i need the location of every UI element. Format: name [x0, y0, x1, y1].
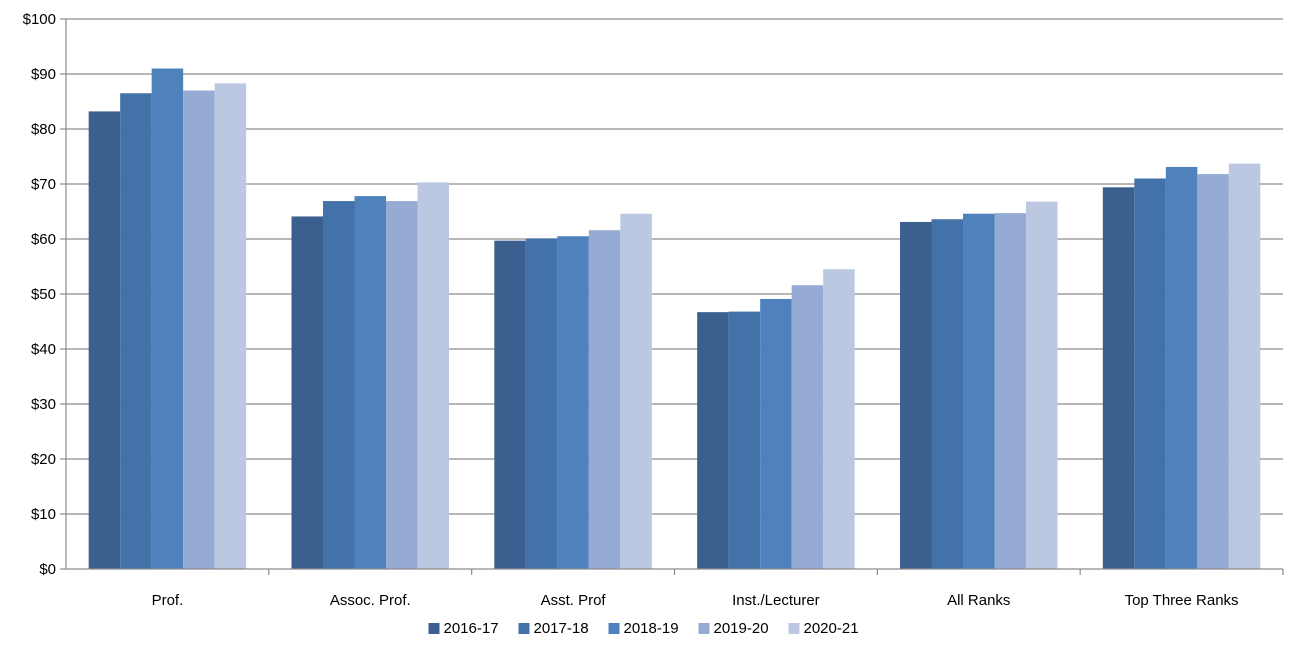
legend-swatch [428, 623, 440, 634]
bar-2018-19-2 [354, 196, 386, 569]
y-tick-label: $70 [31, 176, 56, 193]
bar-2016-17-4 [697, 312, 729, 569]
gridlines [66, 18, 1283, 515]
y-tick-label: $100 [23, 11, 56, 28]
y-tick-label: $90 [31, 66, 56, 83]
bar-2018-19-3 [557, 236, 589, 569]
category-label: All Ranks [947, 592, 1010, 609]
bar-2017-18-1 [120, 93, 152, 569]
y-axis-tick-labels: $0 $10 $20 $30 $40 $50 $60 $70 $80 $90 $100 [23, 11, 56, 578]
category-label: Top Three Ranks [1125, 592, 1239, 609]
y-tick-label: $0 [39, 561, 56, 578]
legend-label: 2017-18 [534, 620, 589, 637]
legend-label: 2020-21 [804, 620, 859, 637]
bar-2020-21-5 [1026, 201, 1058, 569]
bar-2017-18-2 [323, 201, 355, 570]
y-tick-label: $20 [31, 451, 56, 468]
bar-2020-21-2 [417, 182, 449, 569]
legend-swatch [518, 623, 530, 634]
bar-2019-20-3 [588, 230, 621, 569]
y-tick-label: $30 [31, 396, 56, 413]
bar-2020-21-1 [214, 83, 247, 569]
bar-2019-20-1 [183, 90, 215, 569]
bar-2017-18-6 [1134, 178, 1166, 569]
bar-2020-21-3 [620, 213, 652, 569]
category-label: Prof. [152, 592, 184, 609]
bar-2018-19-5 [963, 213, 995, 569]
bar-2016-17-2 [291, 216, 323, 569]
bar-2016-17-6 [1102, 187, 1135, 570]
bar-2019-20-5 [994, 213, 1026, 569]
legend-label: 2016-17 [444, 620, 499, 637]
bar-2019-20-2 [386, 201, 418, 570]
category-label: Assoc. Prof. [330, 592, 411, 609]
bar-2017-18-3 [525, 238, 558, 569]
bar-2016-17-5 [900, 221, 932, 569]
legend-swatch [608, 623, 620, 634]
bars [88, 68, 1261, 570]
legend-label: 2019-20 [714, 620, 769, 637]
y-tick-label: $60 [31, 231, 56, 248]
category-label: Inst./Lecturer [732, 592, 820, 609]
x-axis-category-labels: Prof. Assoc. Prof. Asst. Prof Inst./Lecture… [152, 592, 1239, 609]
legend-swatch [788, 623, 800, 634]
bar-2017-18-5 [931, 219, 963, 569]
legend-label: 2018-19 [624, 620, 679, 637]
bar-2020-21-6 [1228, 163, 1261, 569]
y-tick-label: $80 [31, 121, 56, 138]
axes [60, 18, 1284, 575]
bar-2020-21-4 [823, 269, 855, 569]
bar-2018-19-6 [1165, 166, 1198, 569]
category-label: Asst. Prof [541, 592, 607, 609]
bar-2017-18-4 [728, 311, 761, 569]
legend-swatch [698, 623, 710, 634]
bar-2019-20-4 [791, 285, 824, 569]
bar-2016-17-3 [494, 240, 526, 569]
bar-2019-20-6 [1197, 174, 1229, 569]
y-tick-label: $40 [31, 341, 56, 358]
bar-2018-19-4 [760, 298, 792, 569]
y-tick-label: $50 [31, 286, 56, 303]
bar-2018-19-1 [151, 68, 184, 569]
legend: 2016-17 2017-18 2018-19 2019-20 2020-21 [428, 620, 859, 637]
y-tick-label: $10 [31, 506, 56, 523]
bar-2016-17-1 [88, 111, 121, 570]
